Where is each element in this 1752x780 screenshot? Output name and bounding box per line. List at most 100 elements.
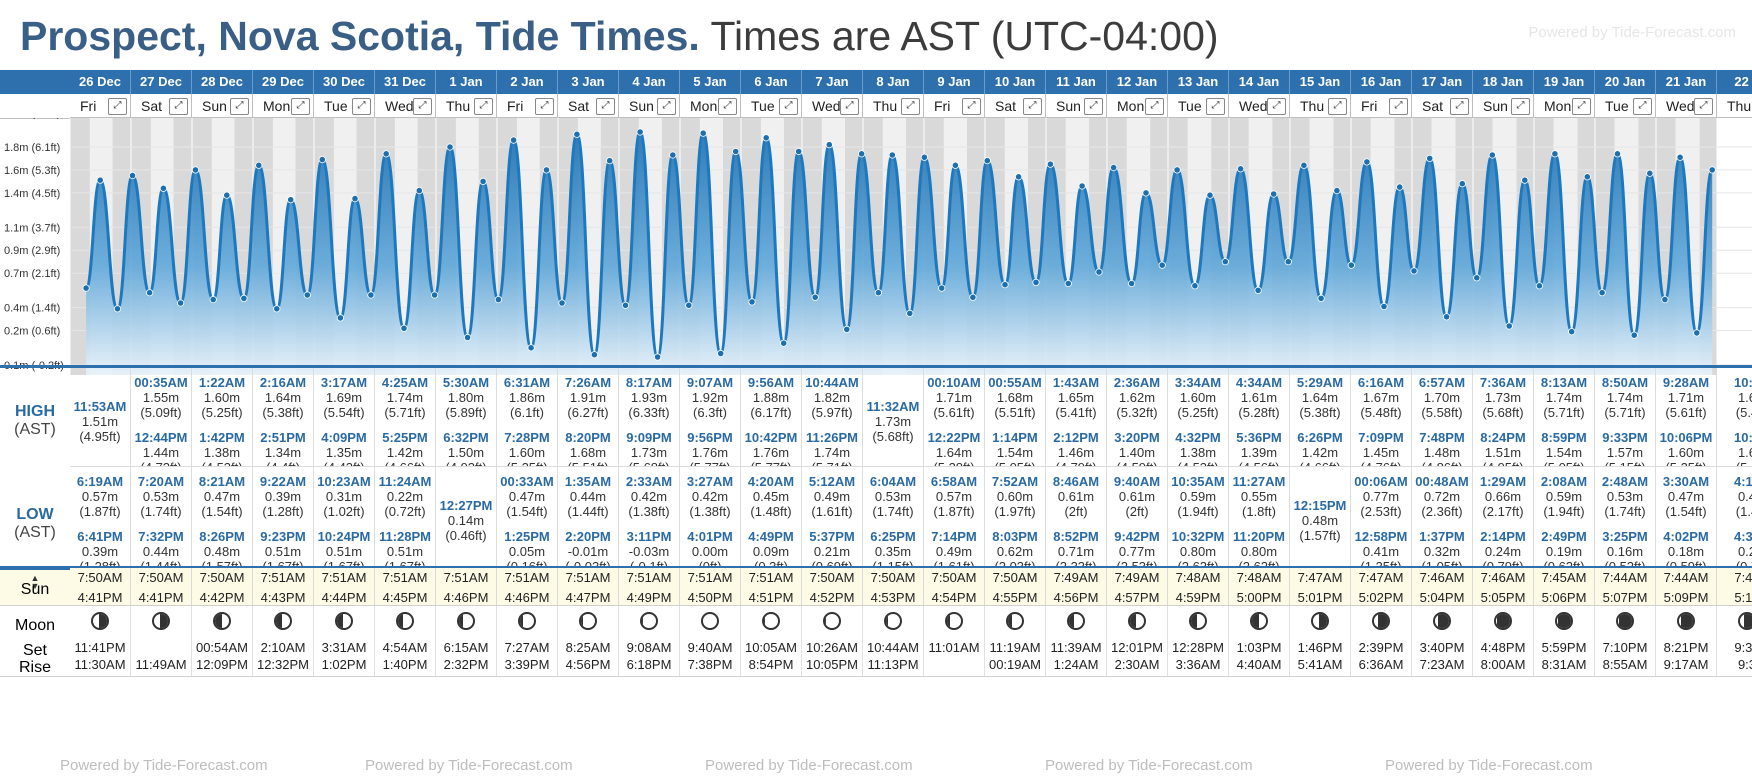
- tide-time: 9:56AM: [747, 375, 795, 390]
- tide-time: 1:22AM: [198, 375, 246, 390]
- moon-shadow: [276, 614, 282, 628]
- powered-by-bottom-2[interactable]: Powered by Tide-Forecast.com: [365, 757, 573, 774]
- tide-height-m: 0.55m: [1240, 489, 1278, 504]
- expand-icon[interactable]: ⤢: [1328, 98, 1347, 115]
- tide-height-ft: (2.62ft): [1168, 559, 1228, 566]
- tide-height-ft: (0ft): [680, 559, 740, 566]
- page-title: Prospect, Nova Scotia, Tide Times. Times…: [20, 8, 1219, 64]
- tide-height-m: 1.60m: [203, 390, 241, 405]
- moon-cell: 2:10AM 12:32PM: [253, 606, 314, 676]
- tide-height-m: 1.46m: [1057, 445, 1095, 460]
- tide-time: 4:39: [1733, 529, 1752, 544]
- moon-shadow: [825, 614, 826, 628]
- moon-phase-icon: [1067, 612, 1085, 630]
- powered-by-bottom-1[interactable]: Powered by Tide-Forecast.com: [60, 757, 268, 774]
- expand-icon[interactable]: ⤢: [1389, 98, 1408, 115]
- moon-phase-icon: [1311, 612, 1329, 630]
- expand-icon[interactable]: ⤢: [901, 98, 920, 115]
- expand-icon[interactable]: ⤢: [657, 98, 676, 115]
- tide-point: [1284, 258, 1292, 266]
- powered-by-top[interactable]: Powered by Tide-Forecast.com: [1528, 24, 1736, 41]
- tide-point: [1300, 161, 1308, 169]
- tide-entry: 9:56AM 1.88m (6.17ft): [741, 375, 801, 420]
- date-header: 13 Jan: [1168, 70, 1229, 94]
- tide-height-m: 1.55m: [142, 390, 180, 405]
- expand-icon[interactable]: ⤢: [230, 98, 249, 115]
- tide-point: [573, 130, 581, 138]
- sunset-time: 4:57PM: [1114, 590, 1160, 605]
- expand-icon[interactable]: ⤢: [535, 98, 554, 115]
- expand-icon[interactable]: ⤢: [1694, 98, 1713, 115]
- tide-line: [84, 130, 1714, 359]
- tide-height-m: 0.57m: [935, 489, 973, 504]
- tide-height-ft: (1.15ft): [863, 559, 923, 566]
- expand-icon[interactable]: ⤢: [1450, 98, 1469, 115]
- tide-height-m: 1.74m: [1606, 390, 1644, 405]
- expand-icon[interactable]: ⤢: [779, 98, 798, 115]
- expand-icon[interactable]: ⤢: [1511, 98, 1530, 115]
- expand-icon[interactable]: ⤢: [962, 98, 981, 115]
- expand-icon[interactable]: ⤢: [718, 98, 737, 115]
- tide-point: [983, 157, 991, 165]
- expand-icon[interactable]: ⤢: [840, 98, 859, 115]
- tide-time: 12:58PM: [1354, 529, 1408, 544]
- day-of-week: Fri: [507, 98, 524, 114]
- expand-icon[interactable]: ⤢: [1206, 98, 1225, 115]
- tide-height-m: 1.48m: [1423, 445, 1461, 460]
- tide-height-ft: (5.71ft): [802, 460, 862, 466]
- expand-icon[interactable]: ⤢: [352, 98, 371, 115]
- tide-height-m: 0.80m: [1179, 544, 1217, 559]
- expand-icon[interactable]: ⤢: [1023, 98, 1042, 115]
- moonset-time: 1:46PM: [1297, 640, 1343, 655]
- expand-icon[interactable]: ⤢: [596, 98, 615, 115]
- expand-icon[interactable]: ⤢: [1145, 98, 1164, 115]
- expand-icon[interactable]: ⤢: [108, 98, 127, 115]
- powered-by-bottom-5[interactable]: Powered by Tide-Forecast.com: [1385, 757, 1593, 774]
- tide-entry: 00:10AM 1.71m (5.61ft): [924, 375, 984, 420]
- tide-height-ft: (1.48ft): [750, 504, 792, 519]
- tide-height-m: 0.4: [1737, 489, 1752, 504]
- moon-shadow: [1744, 614, 1752, 628]
- expand-icon[interactable]: ⤢: [474, 98, 493, 115]
- tide-entry: 10:23AM 0.31m (1.02ft): [314, 474, 374, 519]
- powered-by-bottom-3[interactable]: Powered by Tide-Forecast.com: [705, 757, 913, 774]
- expand-icon[interactable]: ⤢: [169, 98, 188, 115]
- tide-height-ft: (0.59ft): [1656, 559, 1716, 566]
- expand-icon[interactable]: ⤢: [291, 98, 310, 115]
- moonset-time: 8:25AM: [565, 640, 611, 655]
- tide-height-ft: (1.67ft): [375, 559, 435, 566]
- tide-point: [1488, 151, 1496, 159]
- tide-point: [1206, 191, 1214, 199]
- tide-point: [1521, 176, 1529, 184]
- expand-icon[interactable]: ⤢: [1267, 98, 1286, 115]
- sun-cell: 7:47AM 5:02PM: [1351, 568, 1412, 605]
- tide-time: 1:25PM: [504, 529, 550, 544]
- tide-height-m: 0.47m: [508, 489, 546, 504]
- powered-by-bottom-4[interactable]: Powered by Tide-Forecast.com: [1045, 757, 1253, 774]
- expand-icon[interactable]: ⤢: [413, 98, 432, 115]
- day-of-week: Mon: [690, 98, 718, 114]
- tide-point: [762, 134, 770, 142]
- sun-label: Sun: [20, 581, 50, 598]
- expand-icon[interactable]: ⤢: [1633, 98, 1652, 115]
- moonrise-time: 9:17AM: [1663, 657, 1709, 672]
- tide-time: 4:32PM: [1175, 430, 1221, 445]
- expand-icon[interactable]: ⤢: [1084, 98, 1103, 115]
- tide-entry: 7:52AM 0.60m (1.97ft): [985, 474, 1045, 519]
- expand-icon[interactable]: ⤢: [1572, 98, 1591, 115]
- tide-time: 1:43AM: [1052, 375, 1100, 390]
- tide-time: 9:28AM: [1662, 375, 1710, 390]
- sunrise-time: 7:47AM: [1297, 570, 1343, 585]
- tide-point: [146, 289, 154, 297]
